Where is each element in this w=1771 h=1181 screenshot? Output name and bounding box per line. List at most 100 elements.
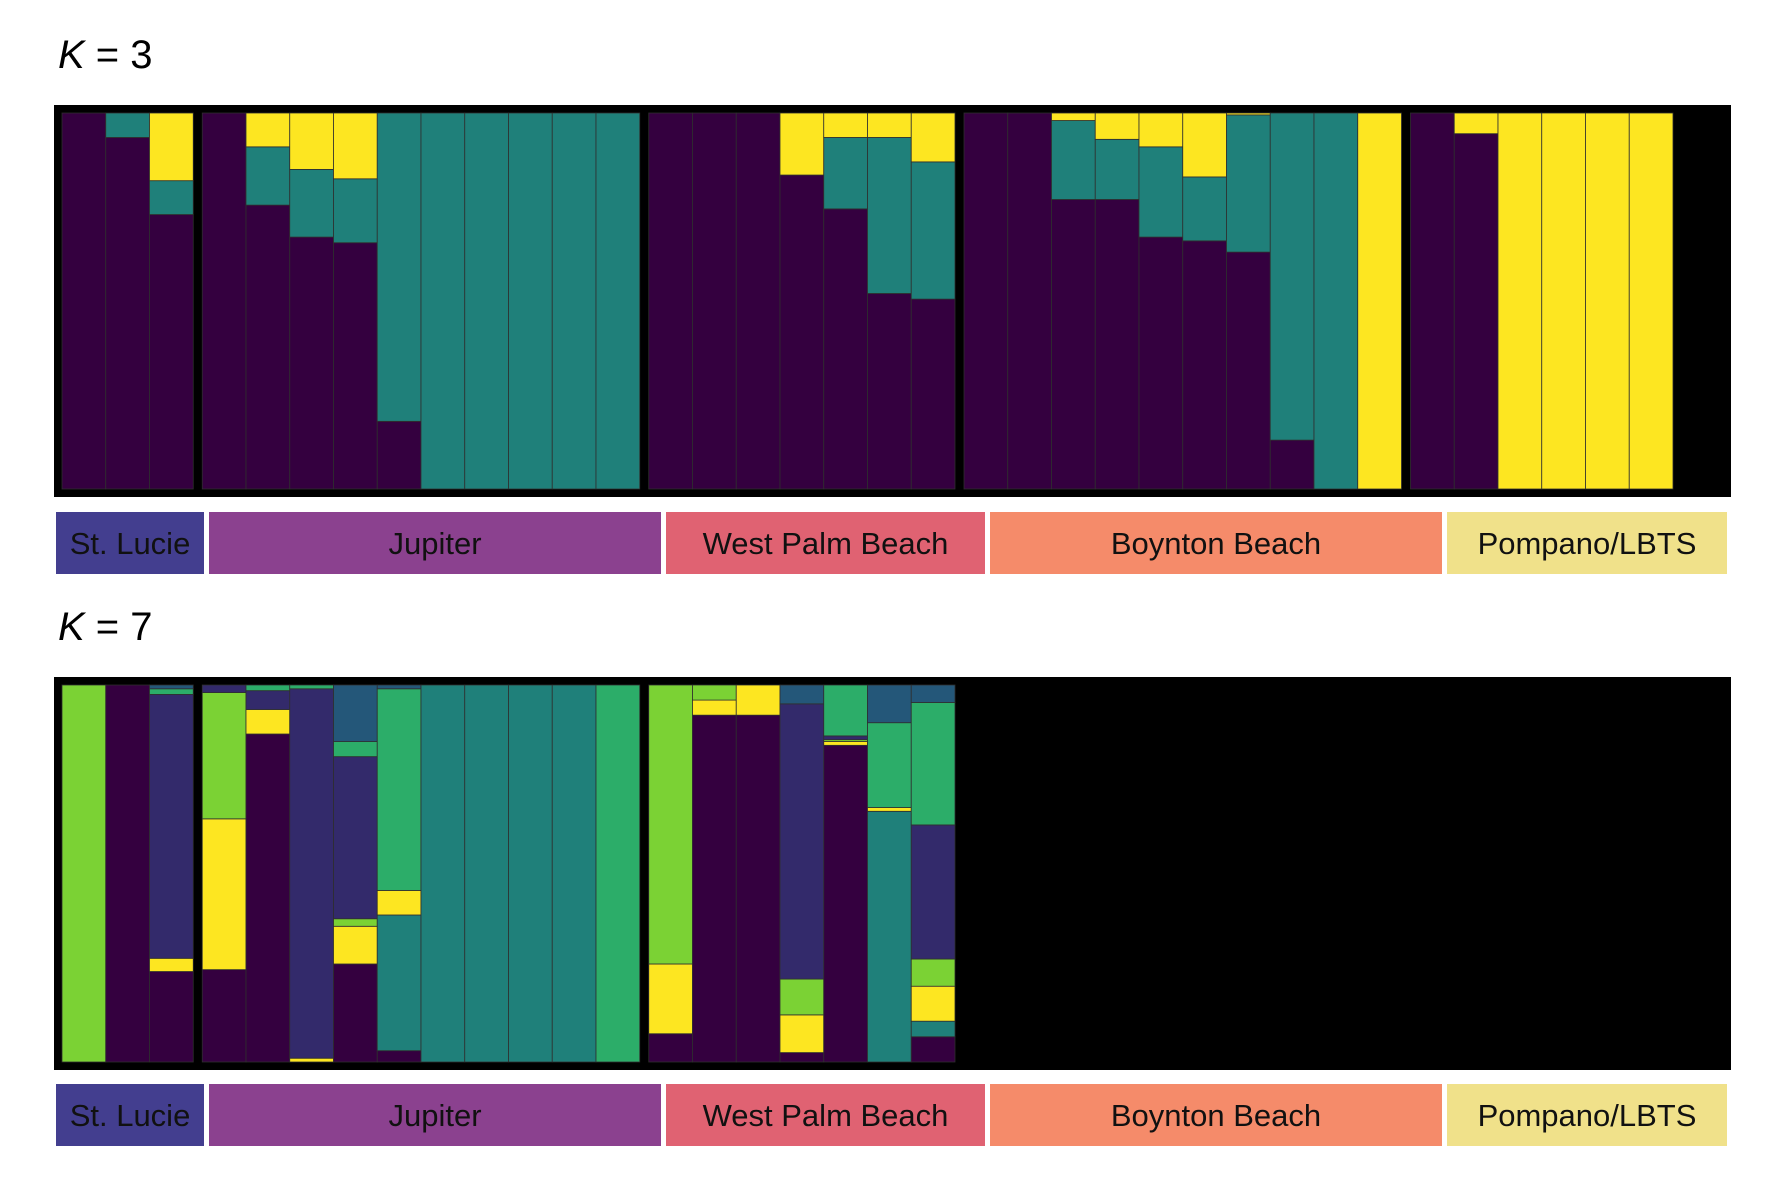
population-label-text: Pompano/LBTS	[1478, 526, 1697, 561]
individual-bar	[61, 684, 107, 1063]
individual-bar	[551, 684, 597, 1063]
ancestry-segment	[149, 684, 194, 690]
population-label-text: Jupiter	[388, 526, 481, 561]
ancestry-segment	[376, 420, 422, 490]
individual-bar	[245, 112, 291, 490]
ancestry-segment	[1182, 112, 1227, 178]
population-label-box	[1447, 1084, 1727, 1146]
ancestry-segment	[735, 684, 781, 716]
ancestry-segment	[1313, 112, 1359, 490]
individual-bar	[464, 684, 509, 1063]
ancestry-segment	[508, 112, 553, 490]
individual-bar	[735, 684, 781, 1063]
ancestry-segment	[149, 694, 194, 959]
ancestry-segment	[910, 1020, 956, 1038]
individual-bar	[508, 112, 553, 490]
ancestry-segment	[1182, 176, 1227, 242]
ancestry-segment	[1138, 236, 1184, 490]
ancestry-segment	[1094, 112, 1140, 140]
panel-title-k: K	[58, 33, 87, 77]
individual-bar	[692, 112, 737, 490]
individual-bar	[333, 684, 378, 1063]
individual-bar	[245, 684, 291, 1063]
ancestry-segment	[692, 699, 737, 716]
individual-bar	[420, 684, 466, 1063]
panel-title: K = 7	[58, 605, 153, 649]
ancestry-segment	[648, 1033, 693, 1063]
ancestry-segment	[376, 112, 422, 422]
individual-bar	[779, 112, 825, 490]
individual-bar	[595, 684, 641, 1063]
population-label: West Palm Beach	[666, 512, 985, 574]
panel-k3: K = 3 St. Lucie Jupiter West Palm Beach Boyn…	[54, 33, 1731, 574]
ancestry-segment	[910, 298, 956, 490]
individual-bar	[823, 684, 868, 1063]
ancestry-segment	[1094, 199, 1140, 490]
ancestry-segment	[1051, 112, 1096, 121]
ancestry-segment	[289, 112, 334, 170]
ancestry-segment	[1094, 138, 1140, 200]
individual-bar	[551, 112, 597, 490]
ancestry-segment	[823, 112, 868, 138]
ancestry-segment	[867, 810, 912, 1063]
panel-title-value: = 3	[85, 33, 153, 77]
individual-bar	[1410, 112, 1455, 490]
ancestry-segment	[464, 684, 509, 1063]
ancestry-segment	[910, 958, 956, 987]
population-label: Jupiter	[209, 1084, 661, 1146]
individual-bar	[1094, 112, 1140, 490]
ancestry-segment	[1226, 114, 1271, 253]
ancestry-segment	[149, 112, 194, 182]
ancestry-segment	[333, 684, 378, 742]
ancestry-segment	[867, 137, 912, 294]
ancestry-segment	[1007, 112, 1052, 490]
ancestry-segment	[333, 741, 378, 758]
individual-bar	[1313, 112, 1359, 490]
ancestry-segment	[201, 692, 247, 820]
ancestry-segment	[245, 733, 291, 1063]
ancestry-segment	[963, 112, 1009, 490]
population-label: St. Lucie	[56, 512, 204, 574]
ancestry-segment	[149, 971, 194, 1063]
individual-bar	[1138, 112, 1184, 490]
individual-bar	[1497, 112, 1543, 490]
individual-bar	[1585, 112, 1630, 490]
ancestry-segment	[823, 741, 868, 746]
ancestry-segment	[333, 918, 378, 927]
ancestry-segment	[1269, 439, 1315, 490]
individual-bar	[648, 112, 693, 490]
individual-bar	[1226, 112, 1271, 490]
ancestry-segment	[333, 925, 378, 965]
ancestry-segment	[464, 112, 509, 490]
individual-bar	[420, 112, 466, 490]
individual-bar	[1628, 112, 1674, 490]
individual-bar	[1007, 112, 1052, 490]
ancestry-segment	[867, 807, 912, 812]
individual-bar	[149, 684, 194, 1063]
ancestry-segment	[1453, 112, 1499, 135]
population-label: Pompano/LBTS	[1447, 512, 1727, 574]
individual-bar	[105, 684, 150, 1063]
ancestry-segment	[1051, 199, 1096, 490]
population-bars	[963, 112, 1402, 490]
individual-bar	[823, 112, 868, 490]
population-label-text: St. Lucie	[70, 1098, 191, 1133]
population-label-text: Pompano/LBTS	[1478, 1098, 1697, 1133]
ancestry-segment	[333, 112, 378, 180]
ancestry-segment	[289, 1057, 334, 1063]
ancestry-segment	[376, 1050, 422, 1063]
individual-bar	[963, 112, 1009, 490]
panel-title: K = 3	[58, 33, 153, 77]
ancestry-segment	[289, 168, 334, 238]
individual-bar	[508, 684, 553, 1063]
individual-bar	[1182, 112, 1227, 490]
population-bars	[201, 684, 641, 1063]
population-label-box	[56, 512, 204, 574]
ancestry-segment	[692, 112, 737, 490]
population-label-text: West Palm Beach	[703, 1098, 949, 1133]
ancestry-segment	[105, 137, 150, 490]
population-label: Boynton Beach	[990, 1084, 1442, 1146]
individual-bar	[376, 112, 422, 490]
ancestry-segment	[1226, 112, 1271, 116]
ancestry-segment	[867, 722, 912, 808]
